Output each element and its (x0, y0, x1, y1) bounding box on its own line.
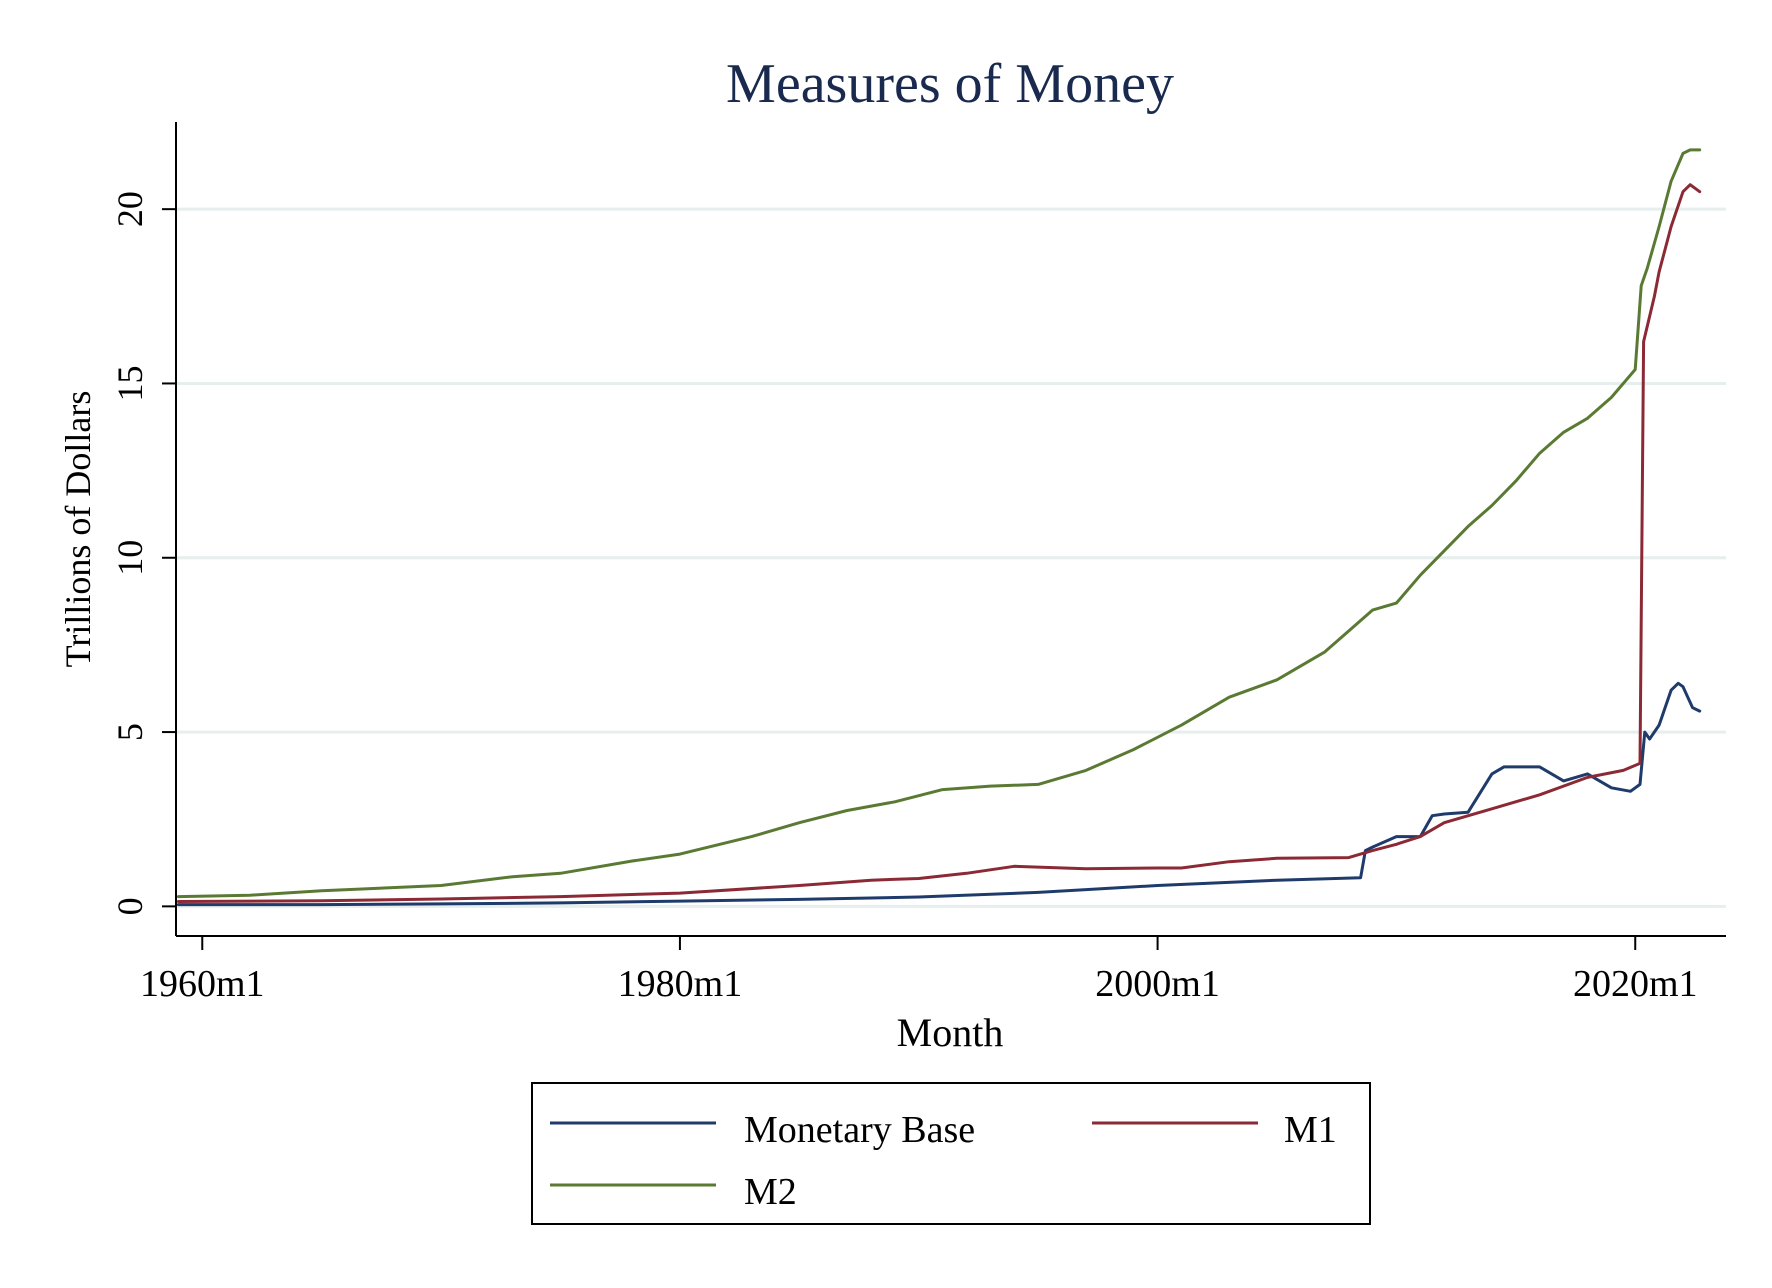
y-tick-label: 20 (110, 191, 150, 227)
series-line-m1 (176, 183, 1702, 903)
series-line-m2 (176, 148, 1702, 899)
x-axis-label: Month (897, 1010, 1004, 1055)
y-ticks: 0 5 10 15 20 (110, 191, 176, 915)
y-tick-label: 10 (110, 540, 150, 576)
legend-label-m1: M1 (1284, 1109, 1337, 1151)
y-tick-label: 15 (110, 365, 150, 401)
series-lines (176, 148, 1702, 907)
y-tick-label: 5 (110, 723, 150, 741)
x-tick-label: 2020m1 (1573, 963, 1698, 1005)
y-tick-label: 0 (110, 897, 150, 915)
y-axis-label: Trillions of Dollars (58, 391, 98, 668)
x-tick-label: 1960m1 (140, 963, 265, 1005)
legend-label-monetary-base: Monetary Base (744, 1109, 975, 1151)
x-ticks: 1960m1 1980m1 2000m1 2020m1 (140, 936, 1698, 1005)
axes (175, 122, 1726, 937)
gridlines (176, 207, 1726, 908)
legend-label-m2: M2 (744, 1171, 797, 1213)
x-tick-label: 2000m1 (1095, 963, 1220, 1005)
series-line-monetary-base (176, 681, 1702, 907)
x-tick-label: 1980m1 (618, 963, 743, 1005)
legend: Monetary Base M1 M2 (531, 1082, 1371, 1225)
legend-box (531, 1082, 1371, 1225)
chart-title: Measures of Money (726, 53, 1174, 115)
